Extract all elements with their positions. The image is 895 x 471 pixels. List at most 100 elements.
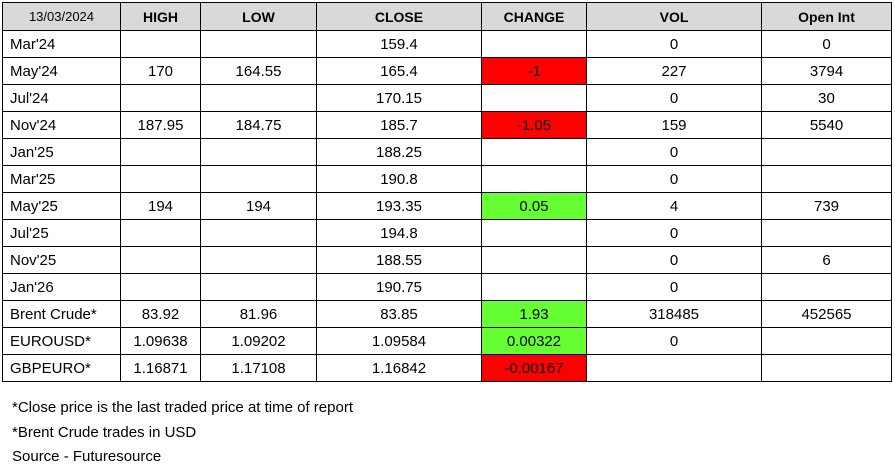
cell-high: 194 — [120, 192, 201, 220]
futures-price-table: 13/03/2024 HIGH LOW CLOSE CHANGE VOL Ope… — [2, 2, 892, 382]
cell-close: 165.4 — [316, 57, 482, 85]
cell-vol: 227 — [586, 57, 762, 85]
cell-change: -1.05 — [481, 111, 587, 139]
cell-close: 193.35 — [316, 192, 482, 220]
cell-vol: 0 — [586, 219, 762, 247]
close-price-note: *Close price is the last traded price at… — [12, 399, 353, 416]
cell-high: 1.09638 — [120, 327, 201, 355]
cell-low — [200, 165, 317, 193]
cell-close: 185.7 — [316, 111, 482, 139]
cell-label: Mar'24 — [2, 30, 121, 58]
table-row: Jan'25 188.25 0 — [2, 138, 892, 166]
cell-open-int — [761, 138, 892, 166]
table-row: Jul'25 194.8 0 — [2, 219, 892, 247]
cell-label: Jan'25 — [2, 138, 121, 166]
cell-change — [481, 165, 587, 193]
cell-label: Mar'25 — [2, 165, 121, 193]
table-row: May'25 194 194 193.35 0.05 4 739 — [2, 192, 892, 220]
cell-label: GBPEURO* — [2, 354, 121, 382]
cell-open-int — [761, 219, 892, 247]
cell-change — [481, 219, 587, 247]
cell-change — [481, 30, 587, 58]
cell-open-int: 452565 — [761, 300, 892, 328]
cell-close: 188.55 — [316, 246, 482, 274]
cell-change — [481, 138, 587, 166]
cell-high: 83.92 — [120, 300, 201, 328]
table-row: Nov'24 187.95 184.75 185.7 -1.05 159 5540 — [2, 111, 892, 139]
cell-label: Nov'24 — [2, 111, 121, 139]
cell-change: 1.93 — [481, 300, 587, 328]
header-vol: VOL — [586, 2, 762, 31]
table-row: GBPEURO* 1.16871 1.17108 1.16842 -0.00167 — [2, 354, 892, 382]
cell-low — [200, 219, 317, 247]
table-header-row: 13/03/2024 HIGH LOW CLOSE CHANGE VOL Ope… — [2, 2, 892, 31]
cell-change — [481, 246, 587, 274]
cell-vol: 4 — [586, 192, 762, 220]
table-body: Mar'24 159.4 0 0 May'24 170 164.55 165.4 -1 227 37… — [2, 30, 892, 382]
cell-open-int: 5540 — [761, 111, 892, 139]
cell-vol: 0 — [586, 246, 762, 274]
cell-label: May'25 — [2, 192, 121, 220]
cell-low: 184.75 — [200, 111, 317, 139]
cell-open-int: 3794 — [761, 57, 892, 85]
cell-vol: 0 — [586, 84, 762, 112]
cell-low: 164.55 — [200, 57, 317, 85]
cell-open-int — [761, 354, 892, 382]
cell-close: 159.4 — [316, 30, 482, 58]
cell-low — [200, 273, 317, 301]
header-low: LOW — [200, 2, 317, 31]
cell-close: 190.75 — [316, 273, 482, 301]
cell-vol — [586, 354, 762, 382]
table-row: Mar'24 159.4 0 0 — [2, 30, 892, 58]
cell-close: 1.16842 — [316, 354, 482, 382]
cell-high — [120, 165, 201, 193]
cell-low: 81.96 — [200, 300, 317, 328]
cell-high: 187.95 — [120, 111, 201, 139]
header-high: HIGH — [120, 2, 201, 31]
cell-change — [481, 84, 587, 112]
table-row: Jan'26 190.75 0 — [2, 273, 892, 301]
cell-vol: 159 — [586, 111, 762, 139]
cell-label: Nov'25 — [2, 246, 121, 274]
footnotes: *Close price is the last traded price at… — [12, 396, 353, 470]
brent-note: *Brent Crude trades in USD — [12, 423, 197, 441]
cell-open-int: 0 — [761, 30, 892, 58]
cell-change: 0.00322 — [481, 327, 587, 355]
cell-label: Jan'26 — [2, 273, 121, 301]
report-date: 13/03/2024 — [2, 2, 121, 31]
cell-vol: 0 — [586, 138, 762, 166]
cell-close: 83.85 — [316, 300, 482, 328]
table-row: Jul'24 170.15 0 30 — [2, 84, 892, 112]
cell-label: Jul'25 — [2, 219, 121, 247]
cell-open-int — [761, 273, 892, 301]
cell-close: 188.25 — [316, 138, 482, 166]
cell-low: 1.09202 — [200, 327, 317, 355]
cell-open-int — [761, 327, 892, 355]
header-change: CHANGE — [481, 2, 587, 31]
cell-low: 1.17108 — [200, 354, 317, 382]
table-row: Brent Crude* 83.92 81.96 83.85 1.93 318485 452… — [2, 300, 892, 328]
header-open-int: Open Int — [761, 2, 892, 31]
table-row: May'24 170 164.55 165.4 -1 227 3794 — [2, 57, 892, 85]
source-note: Source - Futuresource — [12, 448, 162, 465]
cell-high: 170 — [120, 57, 201, 85]
cell-close: 170.15 — [316, 84, 482, 112]
cell-label: EUROUSD* — [2, 327, 121, 355]
cell-low — [200, 84, 317, 112]
cell-high — [120, 30, 201, 58]
cell-close: 194.8 — [316, 219, 482, 247]
cell-vol: 0 — [586, 273, 762, 301]
cell-low: 194 — [200, 192, 317, 220]
cell-low — [200, 246, 317, 274]
cell-change: -0.00167 — [481, 354, 587, 382]
cell-close: 190.8 — [316, 165, 482, 193]
cell-high — [120, 273, 201, 301]
cell-label: May'24 — [2, 57, 121, 85]
cell-vol: 0 — [586, 30, 762, 58]
table-row: Nov'25 188.55 0 6 — [2, 246, 892, 274]
cell-open-int — [761, 165, 892, 193]
cell-high — [120, 138, 201, 166]
cell-high — [120, 246, 201, 274]
cell-open-int: 30 — [761, 84, 892, 112]
cell-high — [120, 84, 201, 112]
